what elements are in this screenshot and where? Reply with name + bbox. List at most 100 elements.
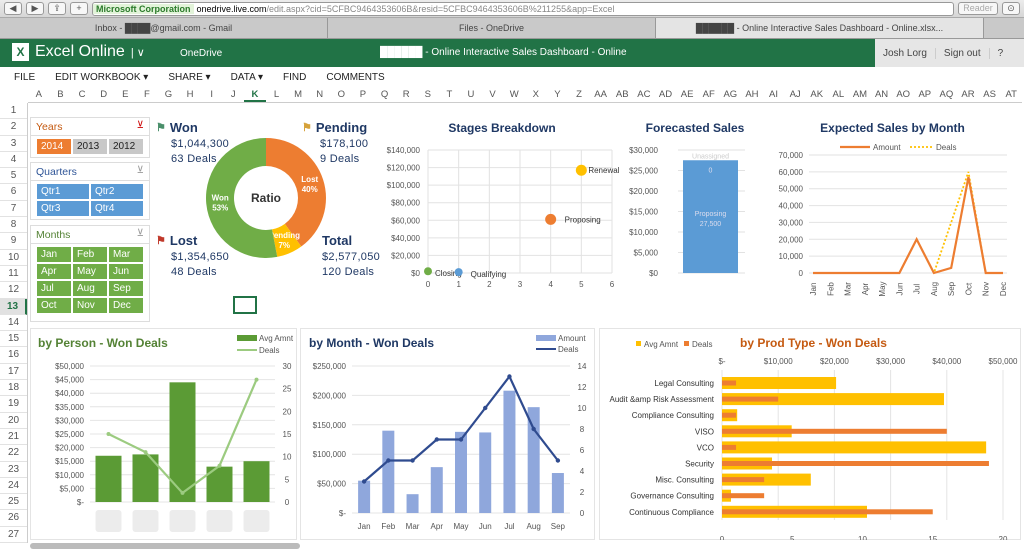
month-oct[interactable]: Oct	[37, 298, 71, 313]
column-header-w[interactable]: W	[509, 89, 519, 100]
row-header-6[interactable]: 6	[0, 184, 27, 201]
column-header-al[interactable]: AL	[832, 89, 845, 100]
month-jul[interactable]: Jul	[37, 281, 71, 296]
menu-data[interactable]: DATA ▾	[230, 72, 264, 83]
month-sep[interactable]: Sep	[109, 281, 143, 296]
chevron-down-icon[interactable]: | ∨	[130, 46, 145, 59]
quarter-qtr3[interactable]: Qtr3	[37, 201, 89, 216]
row-header-12[interactable]: 12	[0, 282, 27, 299]
expected-sales-chart[interactable]: 0 10,000 20,000 30,000 40,000 50,000 60,000 70,…	[765, 140, 1020, 305]
row-header-19[interactable]: 19	[0, 396, 27, 413]
column-header-r[interactable]: R	[402, 89, 410, 100]
month-feb[interactable]: Feb	[73, 247, 107, 262]
column-header-ae[interactable]: AE	[680, 89, 694, 100]
user-name[interactable]: Josh Lorg	[875, 47, 936, 59]
column-header-d[interactable]: D	[100, 89, 108, 100]
row-header-7[interactable]: 7	[0, 201, 27, 218]
row-header-3[interactable]: 3	[0, 136, 27, 152]
month-aug[interactable]: Aug	[73, 281, 107, 296]
column-header-a[interactable]: A	[35, 89, 42, 100]
column-header-t[interactable]: T	[446, 89, 453, 100]
selected-cell[interactable]	[233, 296, 257, 314]
column-header-o[interactable]: O	[337, 89, 346, 100]
column-header-g[interactable]: G	[164, 89, 173, 100]
row-header-22[interactable]: 22	[0, 445, 27, 462]
row-header-1[interactable]: 1	[0, 103, 27, 120]
sign-out-link[interactable]: Sign out	[936, 47, 990, 59]
month-jan[interactable]: Jan	[37, 247, 71, 262]
column-header-f[interactable]: F	[143, 89, 150, 100]
new-tab-button[interactable]: +	[70, 2, 88, 15]
row-header-5[interactable]: 5	[0, 168, 27, 185]
row-header-24[interactable]: 24	[0, 478, 27, 495]
column-header-i[interactable]: I	[210, 89, 213, 100]
year-2013[interactable]: 2013	[73, 139, 107, 154]
row-header-16[interactable]: 16	[0, 347, 27, 364]
column-header-l[interactable]: L	[273, 89, 280, 100]
column-header-e[interactable]: E	[122, 89, 129, 100]
row-header-23[interactable]: 23	[0, 462, 27, 478]
row-header-27[interactable]: 27	[0, 527, 27, 544]
column-header-y[interactable]: Y	[554, 89, 561, 100]
share-button[interactable]: ⇪	[48, 2, 66, 15]
prod-type-won-deals-chart[interactable]: $- $10,000 $20,000 $30,000 $40,000 $50,000 0 5 1…	[600, 330, 1020, 540]
column-header-h[interactable]: H	[186, 89, 194, 100]
year-2012[interactable]: 2012	[109, 139, 143, 154]
column-header-ac[interactable]: AC	[637, 89, 651, 100]
column-header-as[interactable]: AS	[983, 89, 996, 100]
row-header-4[interactable]: 4	[0, 152, 27, 169]
column-header-ai[interactable]: AI	[769, 89, 779, 100]
row-header-15[interactable]: 15	[0, 331, 27, 348]
clear-filter-icon[interactable]: ⊻	[136, 228, 144, 239]
column-header-j[interactable]: J	[230, 89, 236, 100]
column-header-ah[interactable]: AH	[745, 89, 759, 100]
row-header-14[interactable]: 14	[0, 315, 27, 332]
column-header-ad[interactable]: AD	[658, 89, 673, 100]
menu-file[interactable]: FILE	[14, 72, 36, 83]
column-header-ab[interactable]: AB	[615, 89, 629, 100]
quarter-qtr1[interactable]: Qtr1	[37, 184, 89, 199]
column-header-k[interactable]: K	[244, 88, 266, 102]
month-nov[interactable]: Nov	[73, 298, 107, 313]
month-dec[interactable]: Dec	[109, 298, 143, 313]
row-header-26[interactable]: 26	[0, 510, 27, 527]
month-apr[interactable]: Apr	[37, 264, 71, 279]
row-header-21[interactable]: 21	[0, 429, 27, 446]
month-may[interactable]: May	[73, 264, 107, 279]
column-header-at[interactable]: AT	[1005, 89, 1017, 100]
person-won-deals-chart[interactable]: $- $5,000 $10,000 $15,000 $20,000 $25,000 $30,…	[30, 330, 297, 540]
month-jun[interactable]: Jun	[109, 264, 143, 279]
column-header-ag[interactable]: AG	[723, 89, 738, 100]
row-header-8[interactable]: 8	[0, 217, 27, 234]
column-header-ao[interactable]: AO	[896, 89, 911, 100]
column-header-am[interactable]: AM	[852, 89, 868, 100]
column-header-x[interactable]: X	[532, 89, 539, 100]
stages-breakdown-chart[interactable]: $0 $20,000 $40,000 $60,000 $80,000 $100,000 $1…	[382, 140, 622, 300]
column-header-aq[interactable]: AQ	[939, 89, 954, 100]
column-header-aa[interactable]: AA	[594, 89, 607, 100]
row-header-25[interactable]: 25	[0, 494, 27, 511]
column-header-z[interactable]: Z	[576, 89, 582, 100]
column-header-s[interactable]: S	[424, 89, 431, 100]
column-header-c[interactable]: C	[78, 89, 86, 100]
column-header-m[interactable]: M	[294, 89, 303, 100]
column-header-q[interactable]: Q	[380, 89, 389, 100]
column-header-u[interactable]: U	[467, 89, 475, 100]
menu-edit-workbook[interactable]: EDIT WORKBOOK ▾	[55, 72, 149, 83]
extension-icon[interactable]: ⊙	[1002, 2, 1020, 15]
help-button[interactable]: ?	[997, 47, 1004, 59]
column-header-ak[interactable]: AK	[810, 89, 824, 100]
forward-button[interactable]: ▶	[26, 2, 44, 15]
column-header-v[interactable]: V	[489, 89, 496, 100]
reader-button[interactable]: Reader	[958, 2, 998, 15]
menu-comments[interactable]: COMMENTS	[326, 72, 385, 83]
tab-dashboard[interactable]: ██████ - Online Interactive Sales Dashbo…	[656, 18, 984, 38]
month-mar[interactable]: Mar	[109, 247, 143, 262]
column-header-an[interactable]: AN	[874, 89, 889, 100]
column-header-af[interactable]: AF	[702, 89, 715, 100]
row-header-9[interactable]: 9	[0, 233, 27, 250]
month-won-deals-chart[interactable]: $- $50,000 $100,000 $150,000 $200,000 $250,00…	[300, 330, 595, 540]
clear-filter-icon[interactable]: ⊻	[136, 165, 144, 176]
menu-find[interactable]: FIND	[283, 72, 307, 83]
row-header-17[interactable]: 17	[0, 364, 27, 381]
